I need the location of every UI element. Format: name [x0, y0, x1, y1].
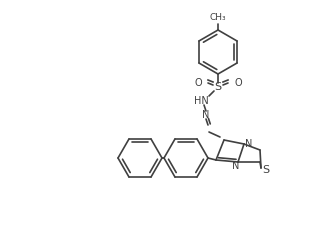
Text: HN: HN	[194, 96, 208, 106]
Text: S: S	[262, 165, 269, 175]
Text: S: S	[214, 82, 222, 92]
Text: O: O	[234, 78, 242, 88]
Text: N: N	[245, 139, 253, 149]
Text: CH₃: CH₃	[210, 13, 226, 22]
Text: O: O	[194, 78, 202, 88]
Text: N: N	[232, 161, 240, 171]
Text: N: N	[202, 110, 210, 120]
